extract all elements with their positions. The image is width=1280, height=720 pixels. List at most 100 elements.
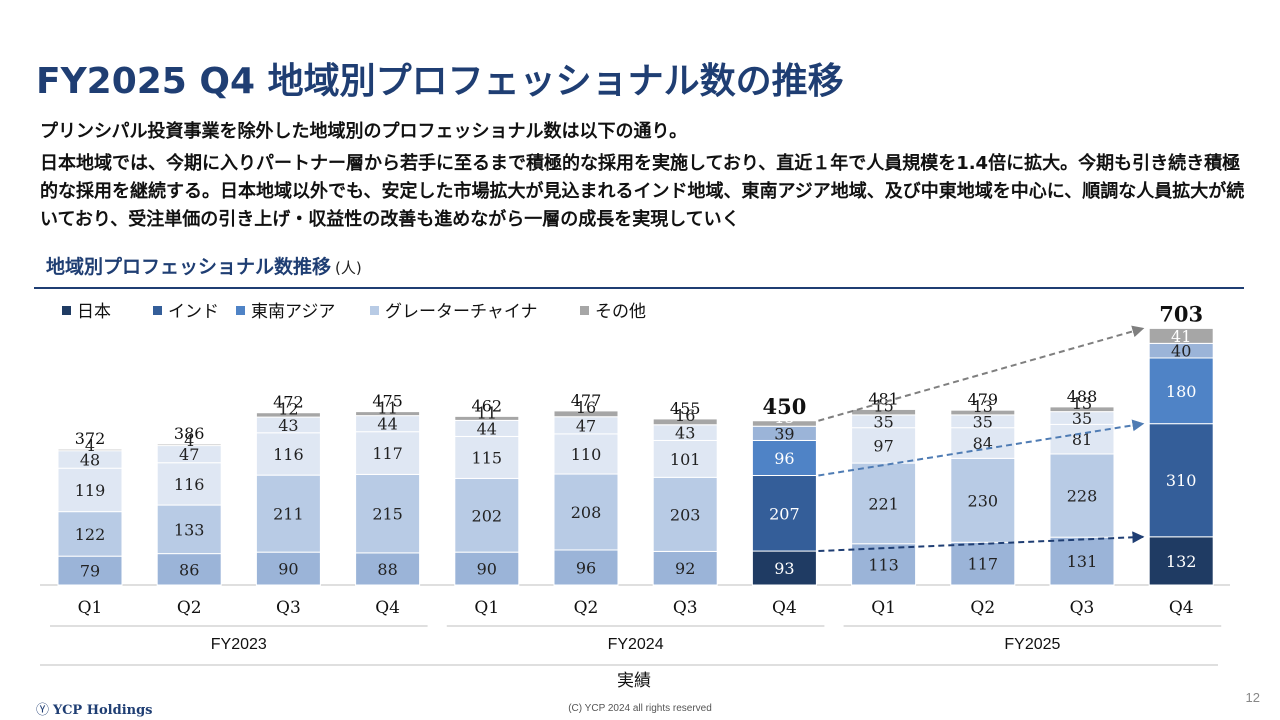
bar-value-label: 202 xyxy=(472,506,503,525)
bar-value-label: 47 xyxy=(179,445,199,464)
bar-value-label: 44 xyxy=(477,419,497,438)
bar-value-label: 96 xyxy=(576,558,596,577)
legend-label: 東南アジア xyxy=(251,302,335,322)
bar-segment xyxy=(156,443,222,447)
bar-total-label: 475 xyxy=(372,392,403,411)
legend-label: グレーターチャイナ xyxy=(385,302,538,322)
bar-value-label: 88 xyxy=(377,560,397,579)
bar-segment xyxy=(57,448,123,452)
actuals-label: 実績 xyxy=(617,671,651,690)
legend-label: その他 xyxy=(595,302,646,322)
bar-value-label: 13 xyxy=(1072,394,1092,413)
bar-total-label: 386 xyxy=(174,424,205,443)
legend-swatch xyxy=(370,306,379,315)
bar-total-label: 462 xyxy=(472,396,503,415)
bar-value-label: 117 xyxy=(968,555,999,574)
bar-value-label: 41 xyxy=(1171,327,1191,346)
bar-value-label: 16 xyxy=(576,398,596,417)
bar-segment xyxy=(454,435,520,479)
bar-segment xyxy=(553,410,619,418)
legend-label: 日本 xyxy=(77,302,111,322)
x-tick-label: Q2 xyxy=(177,598,202,618)
chart-section-title: 地域別プロフェッショナル数推移 (人) xyxy=(46,252,362,279)
bar-value-label: 122 xyxy=(75,525,106,544)
group-label: FY2023 xyxy=(211,636,267,653)
bar-segment xyxy=(1148,536,1214,586)
bar-value-label: 119 xyxy=(75,481,106,500)
bar-value-label: 44 xyxy=(377,415,397,434)
brand-logo: Ⓨ YCP Holdings xyxy=(36,699,153,718)
bar-value-label: 110 xyxy=(571,445,602,464)
bar-value-label: 203 xyxy=(670,505,701,524)
bar-value-label: 35 xyxy=(1072,409,1092,428)
ycp-logo-icon: Ⓨ xyxy=(36,703,50,718)
chart-unit-label: (人) xyxy=(335,259,362,277)
bar-value-label: 116 xyxy=(273,445,304,464)
bar-value-label: 230 xyxy=(968,491,999,510)
bar-value-label: 93 xyxy=(774,559,794,578)
bar-segment xyxy=(1148,357,1214,425)
bar-value-label: 48 xyxy=(80,450,100,469)
bar-value-label: 97 xyxy=(873,436,893,455)
bar-value-label: 131 xyxy=(1067,552,1098,571)
bar-value-label: 208 xyxy=(571,503,602,522)
x-tick-label: Q3 xyxy=(673,598,698,618)
bar-value-label: 133 xyxy=(174,520,205,539)
bar-value-label: 101 xyxy=(670,450,701,469)
x-tick-label: Q1 xyxy=(871,598,896,618)
bar-total-label: 472 xyxy=(273,393,304,412)
bar-value-label: 12 xyxy=(278,400,298,419)
bar-value-label: 228 xyxy=(1067,487,1098,506)
bar-segment xyxy=(255,551,321,586)
legend-swatch xyxy=(236,306,245,315)
bar-segment xyxy=(1049,536,1115,586)
bar-value-label: 43 xyxy=(675,424,695,443)
bar-segment xyxy=(652,418,718,426)
bar-total-label: 488 xyxy=(1067,387,1098,406)
legend-swatch xyxy=(62,306,71,315)
bar-value-label: 11 xyxy=(477,403,497,422)
bar-total-label: 450 xyxy=(762,394,806,419)
bar-value-label: 180 xyxy=(1166,382,1197,401)
bar-segment xyxy=(355,411,421,417)
bar-segment xyxy=(652,439,718,478)
bar-value-label: 40 xyxy=(1171,342,1191,361)
bar-segment xyxy=(255,474,321,553)
bar-segment xyxy=(950,541,1016,586)
bar-value-label: 116 xyxy=(174,475,205,494)
bar-segment xyxy=(553,549,619,586)
growth-arrow xyxy=(818,531,1145,553)
bar-segment xyxy=(751,439,817,477)
bar-segment xyxy=(355,431,421,475)
bar-value-label: 15 xyxy=(774,408,794,427)
bar-segment xyxy=(355,473,421,554)
copyright-text: (C) YCP 2024 all rights reserved xyxy=(568,703,712,714)
legend-label: インド xyxy=(168,302,219,322)
bar-value-label: 79 xyxy=(80,562,100,581)
page-title: FY2025 Q4 地域別プロフェッショナル数の推移 xyxy=(36,61,844,102)
bar-segment xyxy=(751,550,817,586)
bar-value-label: 207 xyxy=(769,504,800,523)
bar-segment xyxy=(950,409,1016,416)
bar-total-label: 372 xyxy=(75,429,106,448)
x-tick-label: Q1 xyxy=(78,598,103,618)
bar-segment xyxy=(355,552,421,586)
bar-value-label: 47 xyxy=(576,416,596,435)
bar-value-label: 132 xyxy=(1166,552,1197,571)
bar-value-label: 96 xyxy=(774,449,794,468)
growth-arrow xyxy=(818,325,1145,422)
bar-value-label: 211 xyxy=(273,505,304,524)
lead-text-1: プリンシパル投資事業を除外した地域別のプロフェッショナル数は以下の通り。 xyxy=(40,121,688,142)
bar-segment xyxy=(553,473,619,551)
x-tick-label: Q4 xyxy=(772,598,797,618)
growth-arrow xyxy=(818,419,1145,477)
bar-value-label: 84 xyxy=(973,434,993,453)
legend-swatch xyxy=(580,306,589,315)
x-tick-label: Q3 xyxy=(1070,598,1095,618)
group-label: FY2025 xyxy=(1004,636,1060,653)
bar-segment xyxy=(950,457,1016,543)
bar-value-label: 117 xyxy=(372,444,403,463)
bar-value-label: 13 xyxy=(973,397,993,416)
x-tick-label: Q2 xyxy=(970,598,995,618)
x-tick-label: Q4 xyxy=(1169,598,1194,618)
